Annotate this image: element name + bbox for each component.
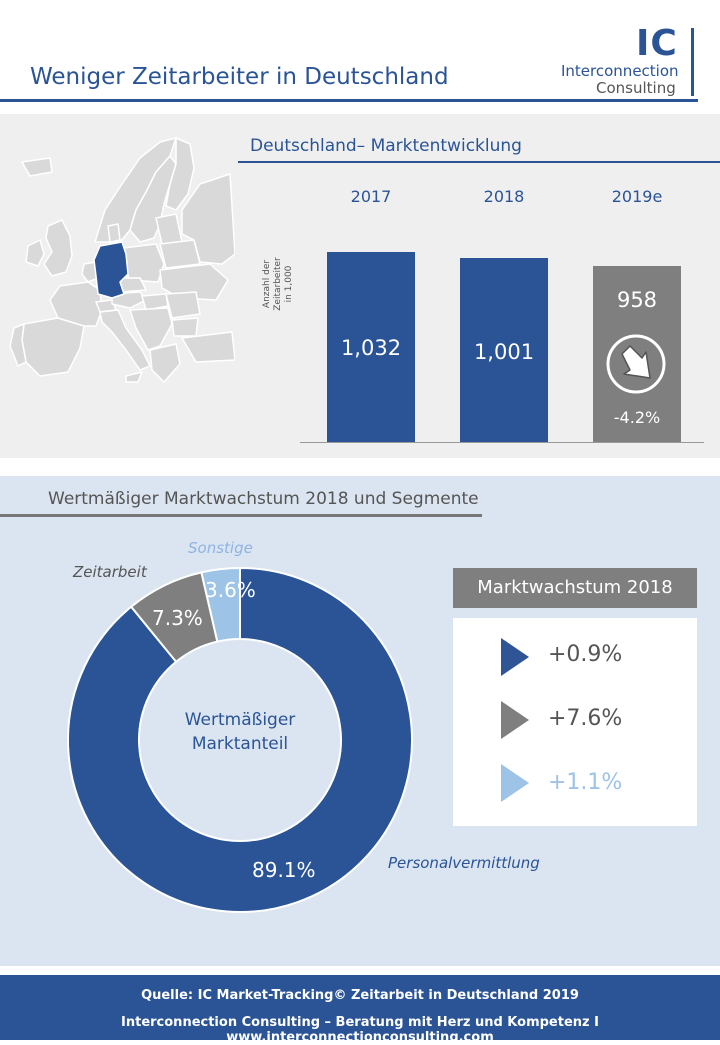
market-title-rule xyxy=(238,161,720,163)
map-denmark xyxy=(107,223,121,243)
europe-map xyxy=(9,137,235,383)
map-turkey xyxy=(181,331,235,363)
bar-value-2017: 1,032 xyxy=(340,336,402,360)
logo-mark: IC xyxy=(636,23,678,64)
footer-source: Quelle: IC Market-Tracking© Zeitarbeit i… xyxy=(141,988,579,1003)
map-ireland xyxy=(25,239,45,267)
donut-center-line-1: Wertmäßiger xyxy=(184,710,296,730)
map-romania xyxy=(165,291,201,319)
bar-value-2018: 1,001 xyxy=(473,340,535,364)
map-iceland xyxy=(21,157,53,177)
growth-value-personalvermittlung: +0.9% xyxy=(548,642,623,667)
map-baltics xyxy=(155,213,183,245)
map-bulgaria xyxy=(171,317,199,337)
donut-slice-sonstige xyxy=(200,566,241,643)
market-share-donut xyxy=(67,566,413,913)
map-ukraine xyxy=(159,263,229,301)
map-spain xyxy=(21,317,85,377)
segment-label-zeitarbeit: Zeitarbeit xyxy=(73,563,147,581)
map-greece xyxy=(149,343,181,383)
segment-label-sonstige: Sonstige xyxy=(188,539,253,557)
triangle-right-icon xyxy=(501,701,529,739)
map-hungary xyxy=(141,293,169,311)
map-balkans xyxy=(129,307,173,351)
year-label-2019e: 2019e xyxy=(611,187,663,206)
triangle-right-icon xyxy=(501,638,529,676)
market-title: Deutschland– Marktentwicklung xyxy=(250,136,522,156)
year-label-2017: 2017 xyxy=(350,187,392,206)
map-sicily xyxy=(125,371,143,383)
footer xyxy=(0,975,720,1040)
footer-tagline: Interconnection Consulting – Beratung mi… xyxy=(121,1015,599,1045)
growth-header: Marktwachstum 2018 xyxy=(453,568,697,608)
bar-value-2019e: 958 xyxy=(616,288,658,312)
logo-bar xyxy=(691,28,694,96)
map-russia xyxy=(181,173,235,265)
map-uk xyxy=(43,219,73,277)
triangle-right-icon xyxy=(501,764,529,802)
growth-value-zeitarbeit: +7.6% xyxy=(548,706,623,731)
segment-value-personalvermittlung: 89.1% xyxy=(252,858,316,882)
segment-label-personalvermittlung: Personalvermittlung xyxy=(388,854,540,872)
segment-value-sonstige: 3.6% xyxy=(205,578,256,602)
segments-title: Wertmäßiger Marktwachstum 2018 und Segme… xyxy=(48,489,479,509)
map-portugal xyxy=(9,323,27,367)
map-france xyxy=(49,281,103,327)
bar-baseline xyxy=(300,442,704,443)
donut-center-line-2: Marktanteil xyxy=(191,734,289,754)
year-label-2018: 2018 xyxy=(483,187,525,206)
growth-box: +0.9% +7.6% +1.1% xyxy=(453,618,697,826)
segment-value-zeitarbeit: 7.3% xyxy=(152,606,203,630)
map-austria xyxy=(111,291,147,309)
map-italy xyxy=(99,309,151,371)
segments-title-rule xyxy=(0,514,482,517)
map-belarus xyxy=(159,239,201,269)
map-poland xyxy=(123,243,165,283)
map-germany xyxy=(93,241,129,299)
donut-slice-personalvermittlung xyxy=(67,566,413,913)
y-axis-label: Anzahl der Zeitarbeiter in 1,000 xyxy=(262,257,294,311)
donut-center-label: Wertmäßiger Marktanteil xyxy=(170,708,310,756)
logo-line-1: Interconnection xyxy=(561,62,679,80)
bar-2018 xyxy=(460,258,548,442)
title-rule xyxy=(0,99,698,102)
page-title: Weniger Zeitarbeiter in Deutschland xyxy=(30,64,449,90)
change-label-2019e: -4.2% xyxy=(613,408,661,427)
down-arrow-icon xyxy=(606,334,666,394)
growth-value-sonstige: +1.1% xyxy=(548,770,623,795)
map-finland xyxy=(165,137,195,211)
logo-line-2: Consulting xyxy=(596,79,676,97)
bar-2017 xyxy=(327,252,415,442)
